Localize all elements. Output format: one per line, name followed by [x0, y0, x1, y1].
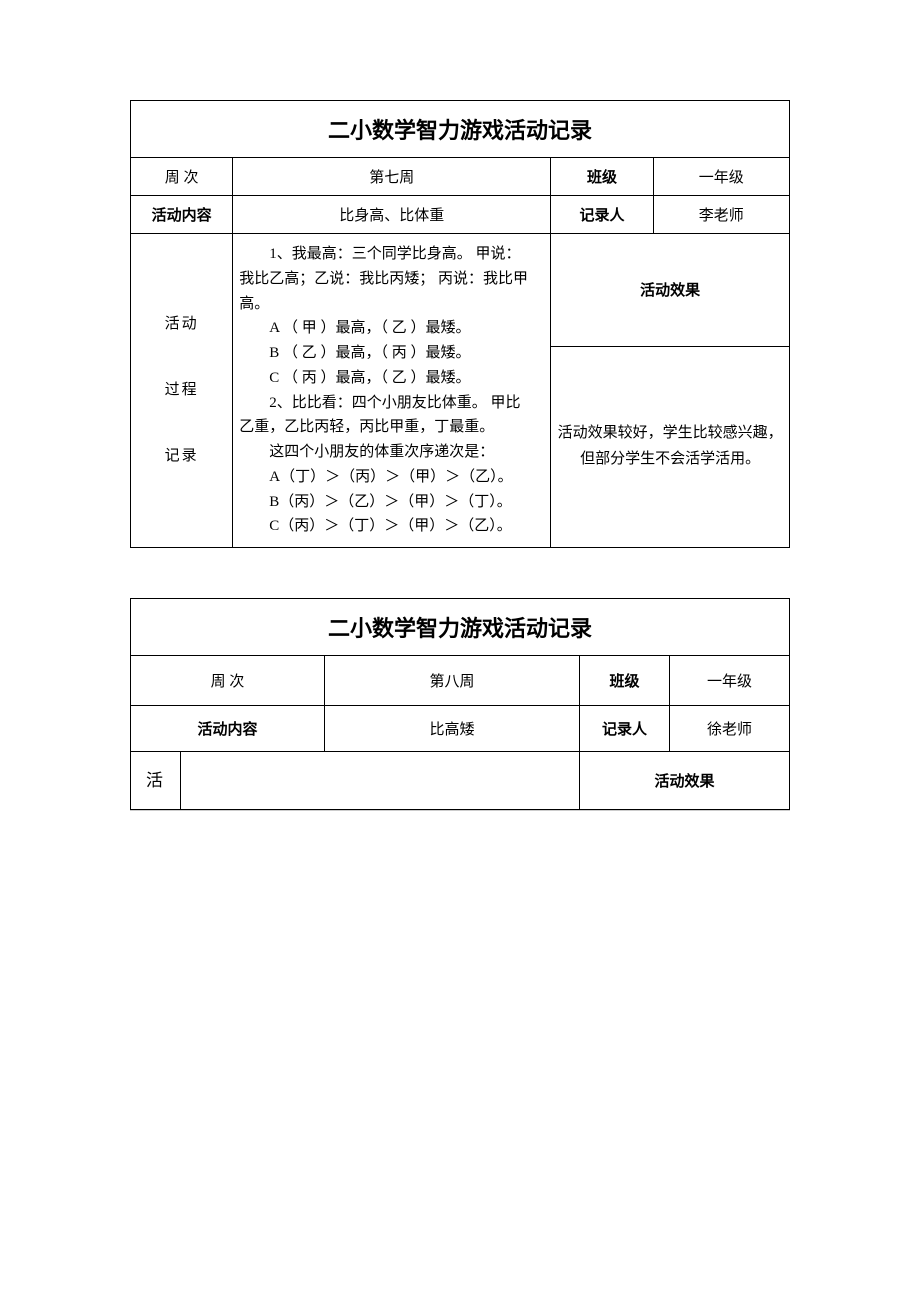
process-line: C（丙）＞（丁）＞（甲）＞（乙）。: [239, 514, 544, 539]
process-content-empty: [181, 752, 580, 810]
process-line: 乙重，乙比丙轻，丙比甲重，丁最重。: [239, 419, 494, 435]
content-value: 比身高、比体重: [233, 196, 551, 234]
class-label: 班级: [580, 656, 670, 706]
process-line: A（丁）＞（丙）＞（甲）＞（乙）。: [239, 465, 544, 490]
title-row: 二小数学智力游戏活动记录: [131, 599, 790, 656]
process-row-head: 活动 过程 记录 1、我最高：三个同学比身高。 甲说： 我比乙高；乙说：我比丙矮…: [131, 234, 790, 347]
process-label-line1: 活动: [165, 316, 199, 332]
content-row: 活动内容 比身高、比体重 记录人 李老师: [131, 196, 790, 234]
process-line: A （ 甲 ）最高，（ 乙 ）最矮。: [239, 316, 544, 341]
content-value: 比高矮: [325, 706, 580, 752]
process-line: B （ 乙 ）最高，（ 丙 ）最矮。: [239, 341, 544, 366]
week-row: 周 次 第八周 班级 一年级: [131, 656, 790, 706]
recorder-value: 李老师: [653, 196, 789, 234]
process-line: 2、比比看：四个小朋友比体重。 甲比: [239, 391, 544, 416]
recorder-value: 徐老师: [670, 706, 790, 752]
table-title: 二小数学智力游戏活动记录: [131, 599, 790, 656]
activity-record-table-1: 二小数学智力游戏活动记录 周 次 第七周 班级 一年级 活动内容 比身高、比体重…: [130, 100, 790, 548]
process-line: B（丙）＞（乙）＞（甲）＞（丁）。: [239, 490, 544, 515]
process-line: 我比乙高；乙说：我比丙矮； 丙说：我比甲高。: [239, 271, 528, 312]
recorder-label: 记录人: [580, 706, 670, 752]
process-label-line2: 过程: [165, 382, 199, 398]
effect-label: 活动效果: [580, 752, 790, 810]
table-title: 二小数学智力游戏活动记录: [131, 101, 790, 158]
process-line: 1、我最高：三个同学比身高。 甲说：: [239, 242, 544, 267]
effect-label: 活动效果: [551, 234, 790, 347]
content-label: 活动内容: [131, 706, 325, 752]
class-value: 一年级: [670, 656, 790, 706]
week-row: 周 次 第七周 班级 一年级: [131, 158, 790, 196]
recorder-label: 记录人: [551, 196, 653, 234]
title-row: 二小数学智力游戏活动记录: [131, 101, 790, 158]
week-value: 第八周: [325, 656, 580, 706]
activity-record-table-2: 二小数学智力游戏活动记录 周 次 第八周 班级 一年级 活动内容 比高矮 记录人…: [130, 598, 790, 810]
class-label: 班级: [551, 158, 653, 196]
process-line: 这四个小朋友的体重次序递次是：: [239, 440, 544, 465]
table2-wrapper: 二小数学智力游戏活动记录 周 次 第八周 班级 一年级 活动内容 比高矮 记录人…: [130, 598, 790, 811]
content-label: 活动内容: [131, 196, 233, 234]
process-content: 1、我最高：三个同学比身高。 甲说： 我比乙高；乙说：我比丙矮； 丙说：我比甲高…: [233, 234, 551, 548]
class-value: 一年级: [653, 158, 789, 196]
process-label-partial: 活: [131, 752, 181, 810]
process-label: 活动 过程 记录: [131, 234, 233, 548]
process-label-line3: 记录: [165, 448, 199, 464]
process-row-partial: 活 活动效果: [131, 752, 790, 810]
content-row: 活动内容 比高矮 记录人 徐老师: [131, 706, 790, 752]
effect-content: 活动效果较好，学生比较感兴趣，但部分学生不会活学活用。: [551, 346, 790, 547]
week-label: 周 次: [131, 656, 325, 706]
week-value: 第七周: [233, 158, 551, 196]
process-line: C （ 丙 ）最高，（ 乙 ）最矮。: [239, 366, 544, 391]
week-label: 周 次: [131, 158, 233, 196]
